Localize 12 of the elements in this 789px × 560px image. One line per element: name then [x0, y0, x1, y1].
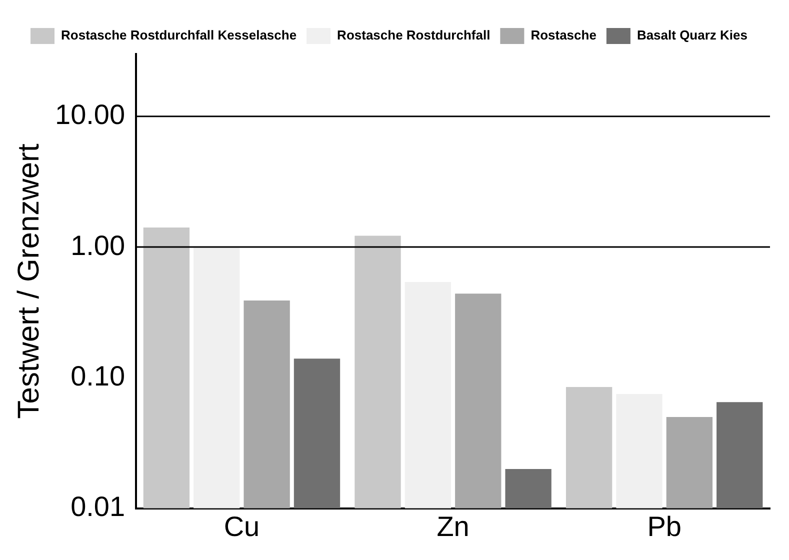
legend-label: Rostasche Rostdurchfall — [337, 28, 490, 43]
y-axis-title: Testwert / Grenzwert — [12, 143, 46, 419]
legend-label: Rostasche — [530, 28, 596, 43]
legend-label: Basalt Quarz Kies — [636, 28, 748, 43]
y-tick-label: 0.10 — [70, 360, 126, 392]
y-tick-label: 0.01 — [70, 491, 126, 522]
x-tick-label: Cu — [224, 510, 260, 542]
x-tick-label: Pb — [647, 510, 682, 542]
x-tick-label: Zn — [436, 510, 470, 542]
y-tick-label: 1.00 — [70, 230, 126, 261]
legend-label: Rostasche Rostdurchfall Kesselasche — [61, 28, 297, 43]
y-tick-label: 10.00 — [54, 99, 126, 130]
